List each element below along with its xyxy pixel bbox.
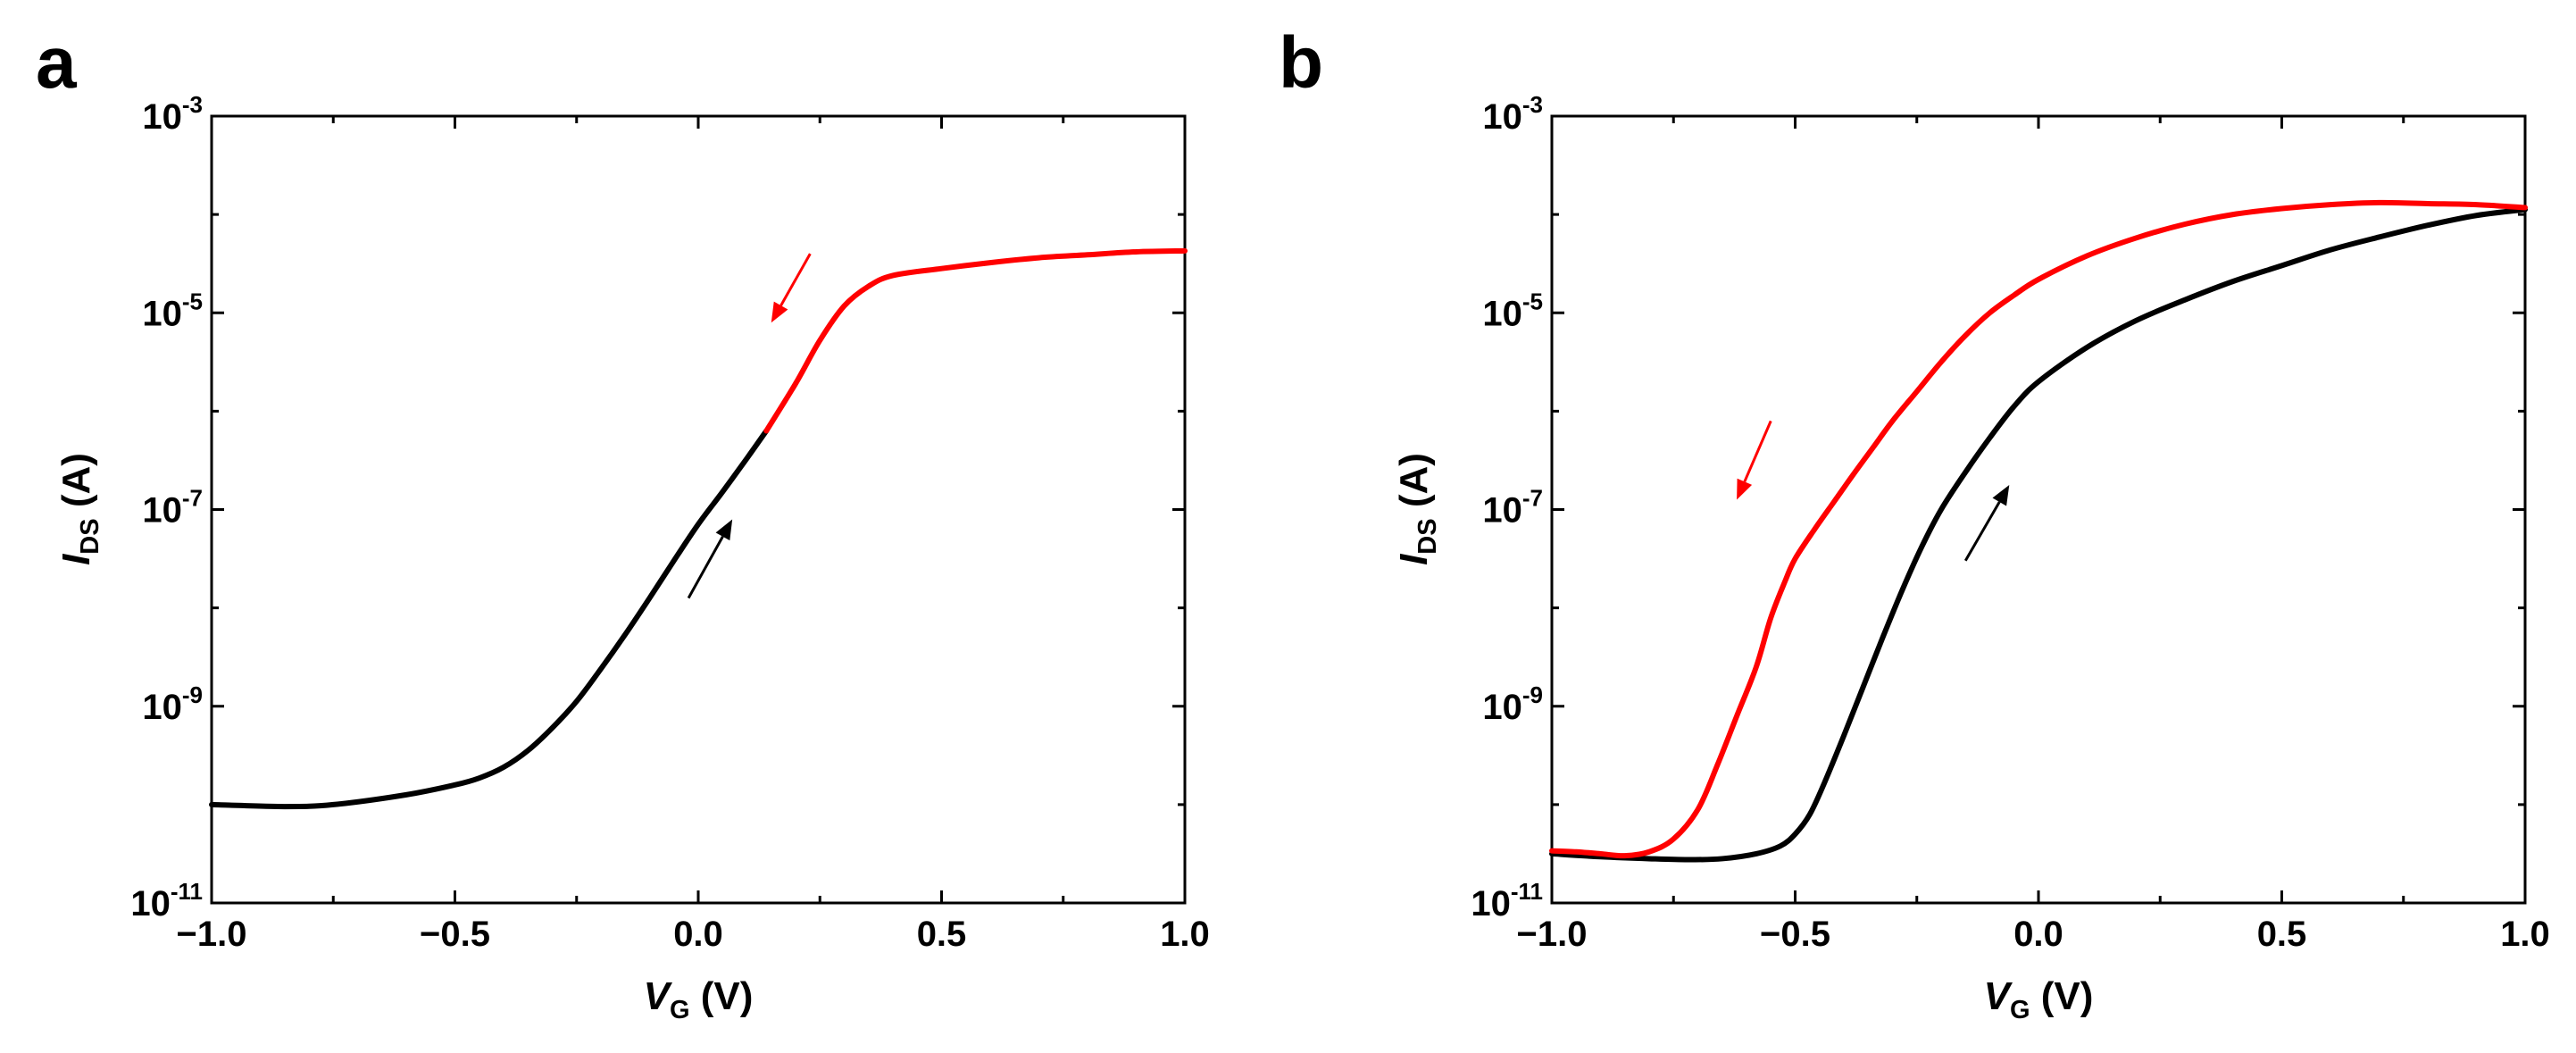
x-tick-label: 1.0 (2500, 915, 2550, 954)
series-line-forward-sweep (209, 428, 770, 810)
x-axis-title-b: VG (V) (1984, 974, 2094, 1024)
x-tick-label: 1.0 (1160, 915, 1210, 954)
sweep-arrow-head (715, 519, 733, 541)
sweep-arrow-shaft (1963, 501, 2001, 562)
sweep-arrow-shaft (1743, 420, 1772, 482)
panel-a: a −1.0 −0.5 0.0 0.5 1.0 10-3 10-5 10-7 10-9 10-1… (36, 22, 1210, 1024)
ticks-a (210, 114, 1187, 905)
panel-label-b: b (1279, 22, 1323, 104)
sweep-arrow-head (1737, 478, 1753, 500)
arrows-a (687, 253, 812, 599)
series-line-reverse-sweep (763, 247, 1188, 434)
x-tick-label: −0.5 (1760, 915, 1830, 954)
x-tick-label: 0.5 (917, 915, 967, 954)
x-tick-label: −1.0 (177, 915, 247, 954)
series-b (1549, 199, 2528, 863)
y-tick-label: 10-5 (142, 288, 203, 333)
x-axis-title-a: VG (V) (644, 974, 754, 1024)
plot-frame-b (1550, 114, 2527, 905)
y-tick-label: 10-9 (1482, 681, 1543, 727)
series-a (209, 247, 1188, 810)
panel-b: b −1.0 −0.5 0.0 0.5 1.0 10-3 10-5 10-7 10-9 10-1… (1279, 22, 2550, 1024)
y-tick-label: 10-3 (142, 91, 203, 137)
plot-frame-a (210, 114, 1187, 905)
y-tick-labels-a: 10-3 10-5 10-7 10-9 10-11 (130, 91, 203, 923)
series-line-reverse-sweep (1549, 199, 2528, 859)
x-tick-label: −1.0 (1517, 915, 1588, 954)
y-tick-label: 10-5 (1482, 288, 1543, 333)
sweep-arrow-shaft (687, 536, 724, 599)
y-axis-title-a: IDS (A) (54, 453, 104, 565)
x-tick-label: −0.5 (420, 915, 490, 954)
x-tick-label: 0.0 (2013, 915, 2063, 954)
sweep-arrow-head (771, 301, 788, 323)
arrows-b (1737, 420, 2010, 562)
y-axis-title-b: IDS (A) (1392, 453, 1442, 565)
y-tick-label: 10-11 (130, 878, 203, 923)
x-tick-labels-a: −1.0 −0.5 0.0 0.5 1.0 (177, 915, 1210, 954)
y-tick-label: 10-3 (1482, 91, 1543, 137)
panel-label-a: a (36, 22, 78, 104)
y-tick-labels-b: 10-3 10-5 10-7 10-9 10-11 (1471, 91, 1543, 923)
x-tick-label: 0.5 (2257, 915, 2307, 954)
y-tick-label: 10-7 (142, 485, 203, 531)
y-tick-label: 10-9 (142, 681, 203, 727)
series-line-forward-sweep (1549, 206, 2528, 863)
x-tick-label: 0.0 (673, 915, 723, 954)
y-tick-label: 10-7 (1482, 485, 1543, 531)
x-tick-labels-b: −1.0 −0.5 0.0 0.5 1.0 (1517, 915, 2550, 954)
sweep-arrow-head (1992, 484, 2010, 506)
ticks-b (1550, 114, 2527, 905)
sweep-arrow-shaft (779, 253, 812, 306)
y-tick-label: 10-11 (1471, 878, 1543, 923)
